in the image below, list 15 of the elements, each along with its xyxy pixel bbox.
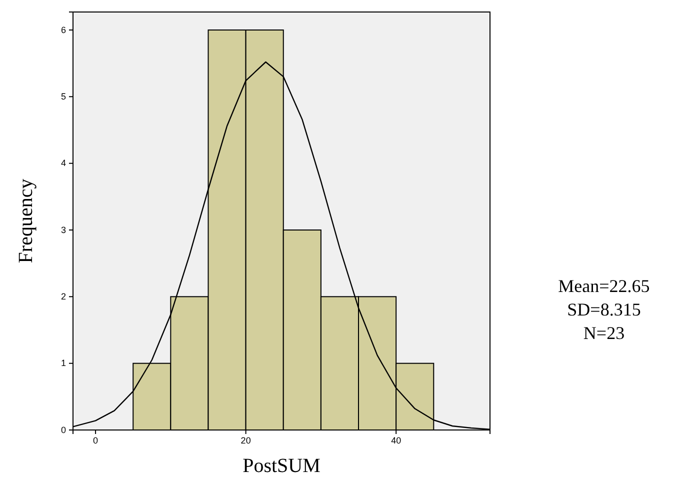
x-tick-label: 20	[240, 435, 251, 446]
y-axis-title: Frequency	[15, 178, 37, 264]
text: Mean=22.65	[558, 276, 650, 296]
y-tick-label: 1	[60, 358, 66, 368]
y-tick-label: 2	[60, 292, 66, 302]
y-tick-label: 5	[60, 92, 66, 102]
text: N=23	[583, 323, 625, 343]
x-axis-title: PostSUM	[242, 455, 321, 477]
y-tick-label: 3	[60, 224, 66, 235]
y-tick-label: 4	[60, 158, 66, 168]
y-tick-label: 0	[60, 424, 66, 435]
x-tick-label: 40	[391, 435, 402, 446]
text: SD=8.315	[567, 300, 641, 320]
x-tick-label: 0	[93, 435, 98, 446]
y-tick-label: 6	[60, 24, 66, 35]
